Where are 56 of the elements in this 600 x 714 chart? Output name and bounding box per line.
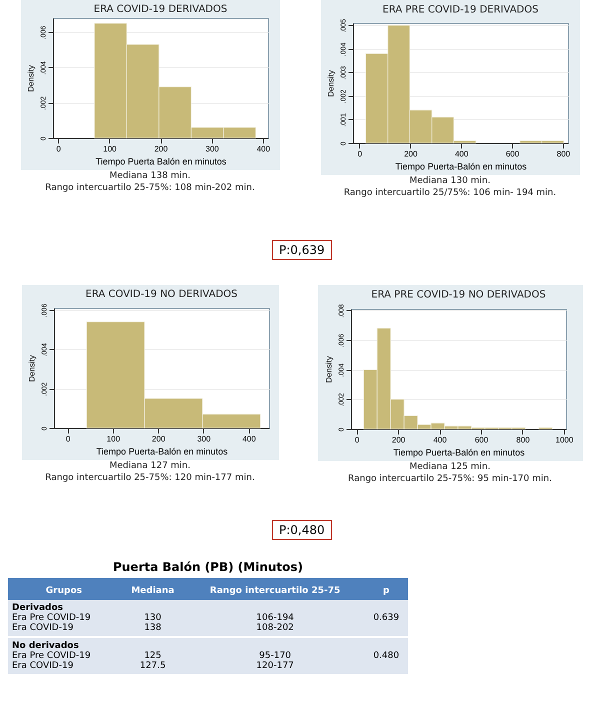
category-label: Mediana	[120, 578, 186, 600]
x-tick-label: 200	[391, 436, 406, 444]
x-tick-label: 400	[242, 434, 256, 444]
y-axis-title: Density	[324, 356, 333, 383]
x-tick-label: 0	[357, 150, 362, 158]
chart-title: ERA COVID-19 NO DERIVADOS	[85, 289, 237, 300]
text: 125 127.5	[120, 637, 186, 675]
x-tick-label: 0	[56, 144, 61, 154]
text: Mediana 127 min.	[108, 460, 192, 472]
text: 106-194 108-202	[186, 600, 364, 637]
text: Rango intercuartilo 25/75%: 106 min- 194 min.	[342, 187, 558, 199]
x-tick-label: 400	[454, 150, 468, 158]
text: 0.480	[364, 637, 408, 675]
x-tick-label: 0	[354, 436, 360, 444]
y-axis-title: Density	[326, 70, 335, 97]
x-tick-label: 600	[505, 150, 520, 158]
x-tick-label: 400	[256, 144, 270, 154]
category-label: Grupos	[8, 578, 120, 600]
x-tick-label: 800	[556, 150, 570, 158]
x-tick-label: 200	[151, 434, 166, 444]
x-tick-label: 200	[154, 144, 168, 154]
text: P:0,480	[272, 520, 332, 540]
x-tick-label: 300	[205, 144, 219, 154]
text: P:0,639	[272, 240, 332, 260]
chart-title: ERA PRE COVID-19 NO DERIVADOS	[370, 290, 546, 301]
text: No derivados Era Pre COVID-19 Era COVID-19	[8, 637, 120, 675]
x-tick-label: 100	[106, 434, 120, 444]
text: 95-170 120-177	[186, 637, 364, 675]
text: Rango intercuartilo 25-75%: 108 min-202 min.	[44, 182, 256, 194]
x-tick-label: 300	[196, 434, 211, 444]
x-axis-title: Tiempo Puerta-Balón en minutos	[96, 446, 228, 456]
text: Rango intercuartilo 25-75%: 120 min-177 min.	[44, 472, 256, 484]
x-tick-label: 200	[404, 150, 418, 158]
x-tick-label: 1000	[555, 436, 574, 444]
category-label: p	[364, 578, 408, 600]
text: Rango intercuartilo 25-75%: 95 min-170 min.	[347, 473, 553, 485]
text: 0.639	[364, 600, 408, 637]
x-axis-title: Tiempo Puerta-Balón en minutos	[392, 448, 525, 458]
y-axis-title: Density	[27, 355, 36, 382]
text: Mediana 130 min.	[408, 175, 492, 187]
x-tick-label: 0	[65, 434, 70, 444]
x-axis-title: Tiempo Puerta Balón en minutos	[95, 156, 226, 166]
x-tick-label: 600	[474, 436, 488, 444]
text: Mediana 125 min.	[408, 461, 492, 473]
chart-title: ERA PRE COVID-19 DERIVADOS	[382, 4, 538, 16]
category-label: Rango intercuartilo 25-75	[186, 578, 364, 600]
x-tick-label: 400	[432, 436, 447, 444]
y-axis-title: Density	[26, 65, 35, 92]
text: Mediana 138 min.	[108, 170, 192, 182]
chart-title: ERA COVID-19 DERIVADOS	[93, 4, 227, 15]
x-tick-label: 800	[516, 436, 530, 444]
text: Puerta Balón (PB) (Minutos)	[112, 560, 304, 574]
text: 130 138	[120, 600, 186, 637]
text: Derivados Era Pre COVID-19 Era COVID-19	[8, 600, 120, 637]
x-axis-title: Tiempo Puerta-Balón en minutos	[394, 162, 527, 172]
x-tick-label: 100	[102, 144, 117, 154]
